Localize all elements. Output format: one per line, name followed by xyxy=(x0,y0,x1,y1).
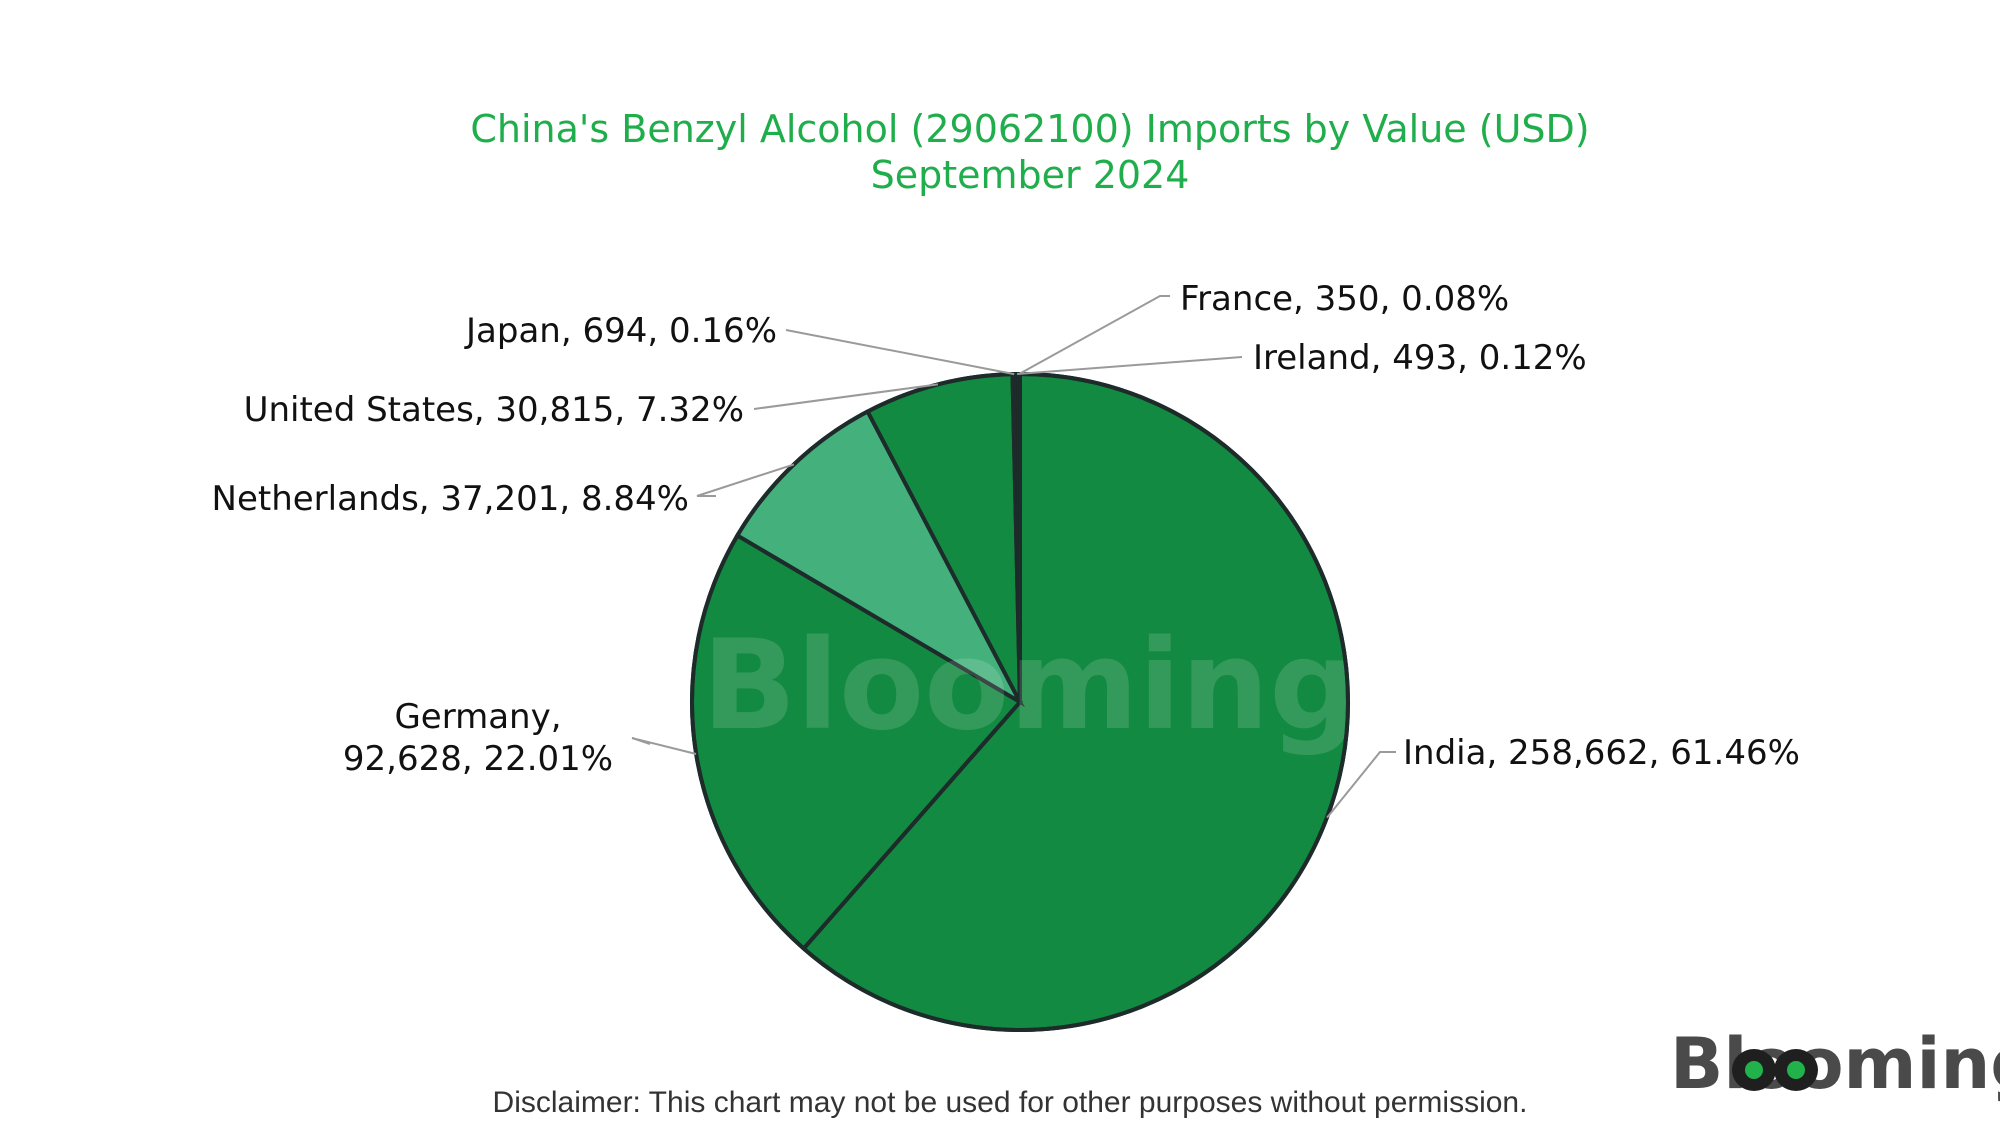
leader-line-france xyxy=(1018,295,1170,375)
slice-label-germany-line-2: 92,628, 22.01% xyxy=(343,739,613,779)
leader-line-ireland xyxy=(1017,356,1243,375)
slice-labels: India, 258,662, 61.46% Germany, 92,628, … xyxy=(212,279,1800,779)
logo-text: Blooming xyxy=(1670,1023,2000,1105)
chart-title: China's Benzyl Alcohol (29062100) Import… xyxy=(470,107,1589,151)
watermark-text: Blooming xyxy=(702,614,1358,758)
blooming-logo: Blooming xyxy=(1670,1023,2000,1105)
slice-label-netherlands: Netherlands, 37,201, 8.84% xyxy=(212,479,689,519)
slice-label-ireland: Ireland, 493, 0.12% xyxy=(1253,338,1587,378)
slice-label-germany-line-1: Germany, xyxy=(394,697,561,737)
eye-logo-icon xyxy=(1732,1049,1818,1091)
chart-subtitle: September 2024 xyxy=(871,153,1190,197)
slice-label-united-states: United States, 30,815, 7.32% xyxy=(244,390,744,430)
leader-line-india xyxy=(1326,751,1396,819)
leader-line-japan xyxy=(785,329,1015,376)
disclaimer-text: Disclaimer: This chart may not be used f… xyxy=(493,1086,1528,1119)
slice-label-india: India, 258,662, 61.46% xyxy=(1403,733,1800,773)
slice-label-japan: Japan, 694, 0.16% xyxy=(464,311,777,351)
slice-label-france: France, 350, 0.08% xyxy=(1180,279,1509,319)
leader-line-germany xyxy=(631,737,697,755)
leader-line-netherlands xyxy=(696,463,795,497)
leader-line-united-states xyxy=(753,383,939,410)
leader-lines xyxy=(631,295,1396,819)
